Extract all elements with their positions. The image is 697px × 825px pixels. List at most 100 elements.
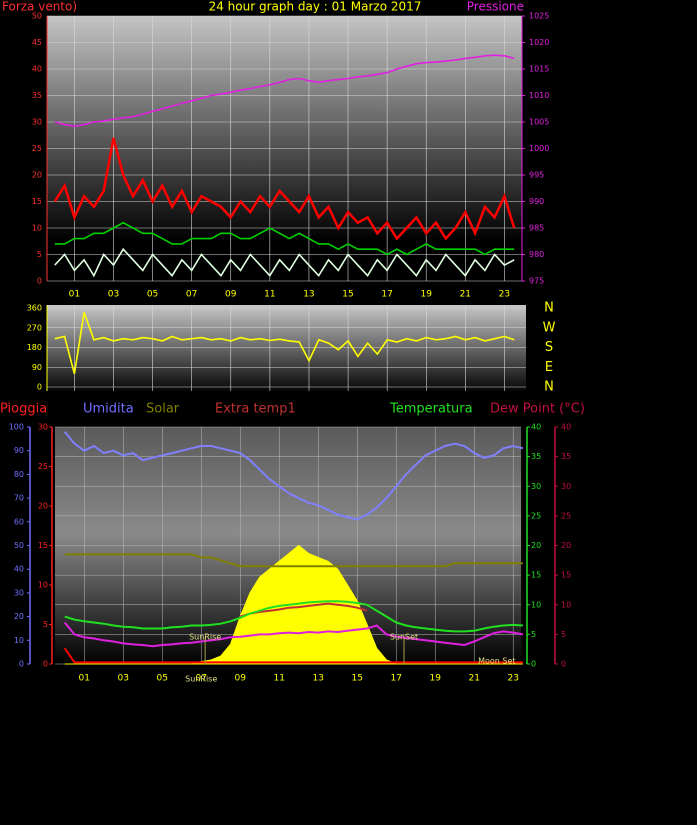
y-tick-label: 40 [531,423,541,432]
plot-area [47,305,526,391]
y-tick-label: 20 [38,502,48,511]
y-tick-label: 0 [561,660,566,669]
y-tick-label: 5 [43,620,48,629]
y-tick-label: 50 [14,541,24,550]
y2-tick-label: 990 [529,197,544,206]
y-tick-label: 15 [531,571,541,580]
y-tick-label: 45 [32,38,42,47]
x-tick-label: 01 [79,674,90,684]
x-tick-label: 13 [303,290,314,300]
x-tick-label: 03 [108,290,119,300]
y-tick-label: 40 [561,423,571,432]
y-tick-label: 180 [27,343,42,352]
y-tick-label: 0 [37,277,42,286]
y2-tick-label: N [544,380,554,395]
y-tick-label: 30 [531,482,541,491]
y-tick-label: 0 [19,660,24,669]
y-tick-label: 10 [38,581,48,590]
y-tick-label: 20 [32,171,42,180]
y2-tick-label: 995 [529,171,544,180]
x-tick-label: 01 [69,290,80,300]
y2-tick-label: 975 [529,277,544,286]
x-tick-label: 11 [264,290,275,300]
y2-tick-label: 985 [529,224,544,233]
y-tick-label: 5 [37,250,42,259]
axis-label: Forza vento) [2,0,77,14]
series-line [63,647,523,664]
series-line [239,602,368,618]
x-tick-label: 07 [186,290,197,300]
y-tick-label: 60 [14,517,24,526]
y-tick-label: 30 [38,423,48,432]
legend-label: Solar [146,402,180,417]
annotation: Moon Set [478,657,515,666]
y-tick-label: 10 [14,636,24,645]
y2-tick-label: N [544,301,554,316]
y-tick-label: 35 [561,452,571,461]
y2-tick-label: 1015 [529,65,549,74]
y-tick-label: 0 [43,660,48,669]
legend-label: Dew Point (°C) [490,402,585,417]
x-tick-label: 09 [235,674,247,684]
y-tick-label: 25 [531,511,541,520]
x-tick-label: 15 [351,674,362,684]
y2-tick-label: 1025 [529,12,549,21]
axis-label: Pressione [467,0,524,14]
y2-tick-label: E [545,360,553,375]
y-tick-label: 20 [531,541,541,550]
y2-tick-label: 1000 [529,144,549,153]
legend-label: Temperatura [389,402,473,417]
series-line [64,553,523,568]
series-line [64,600,523,633]
x-tick-label: 23 [499,290,510,300]
x-tick-label: 11 [273,674,284,684]
x-tick-label: 05 [147,290,158,300]
y-tick-label: 15 [561,571,571,580]
y-tick-label: 5 [531,630,536,639]
y-tick-label: 25 [32,144,42,153]
annotation: SunSet [390,633,418,642]
y-tick-label: 0 [37,383,42,392]
y2-tick-label: 1005 [529,118,549,127]
y-tick-label: 10 [531,600,541,609]
y-tick-label: 30 [14,588,24,597]
y2-tick-label: S [545,340,553,355]
legend-label: Extra temp1 [215,402,296,417]
y-tick-label: 30 [561,482,571,491]
y-tick-label: 270 [27,323,42,332]
series-line [63,431,524,521]
x-tick-label: 07 [196,674,207,684]
x-tick-label: 03 [118,674,129,684]
x-tick-label: 09 [225,290,237,300]
y-tick-label: 30 [32,118,42,127]
x-tick-label: 21 [460,290,471,300]
y2-tick-label: 1020 [529,38,549,47]
x-tick-label: 17 [390,674,401,684]
series-line [54,221,515,256]
annotation: SunRise [185,675,217,684]
x-tick-label: 19 [420,290,432,300]
x-tick-label: 21 [468,674,479,684]
y-tick-label: 90 [32,363,42,372]
y-tick-label: 35 [531,452,541,461]
series-line [54,54,515,128]
series-line [63,621,524,648]
y-tick-label: 10 [561,600,571,609]
x-tick-label: 17 [381,290,392,300]
y2-tick-label: 1010 [529,91,549,100]
y-tick-label: 15 [38,541,48,550]
y-tick-label: 360 [27,304,42,313]
annotation: SunRise [189,633,221,642]
legend-label: Pioggia [0,402,47,417]
x-tick-label: 13 [312,674,323,684]
y-tick-label: 15 [32,197,42,206]
y-tick-label: 35 [32,91,42,100]
y-tick-label: 20 [561,541,571,550]
x-tick-label: 15 [342,290,353,300]
y-tick-label: 20 [14,612,24,621]
series-line [53,137,516,241]
y-tick-label: 90 [14,446,24,455]
y-tick-label: 5 [561,630,566,639]
y-tick-label: 50 [32,12,42,21]
